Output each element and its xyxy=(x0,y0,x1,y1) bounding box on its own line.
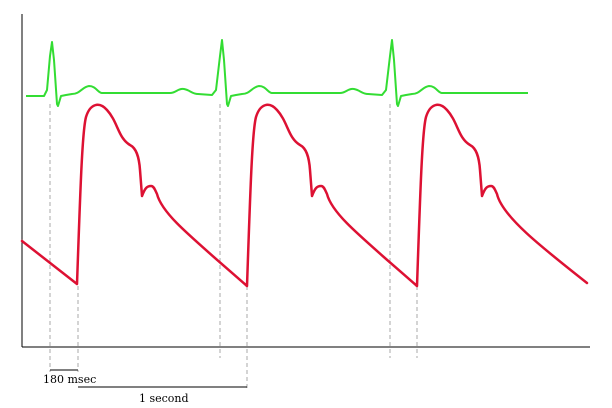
interval-180-msec: 180 msec xyxy=(43,369,96,386)
guide-lines xyxy=(49,104,418,390)
interval-1-second: 1 second xyxy=(78,386,247,405)
ecg-trace xyxy=(26,39,528,107)
interval-1s-label: 1 second xyxy=(139,392,189,405)
axes xyxy=(21,14,590,348)
interval-180-label: 180 msec xyxy=(43,373,96,386)
pressure-trace xyxy=(20,103,589,288)
